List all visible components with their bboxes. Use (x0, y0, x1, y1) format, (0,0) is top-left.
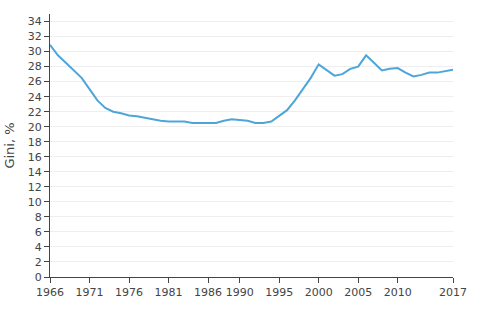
svg-text:8: 8 (35, 211, 42, 224)
svg-text:1981: 1981 (155, 286, 183, 299)
svg-text:2: 2 (35, 256, 42, 269)
svg-text:1995: 1995 (265, 286, 293, 299)
svg-text:14: 14 (28, 166, 42, 179)
svg-text:2010: 2010 (384, 286, 412, 299)
svg-text:2005: 2005 (344, 286, 372, 299)
svg-text:0: 0 (35, 271, 42, 284)
svg-text:18: 18 (28, 136, 42, 149)
svg-text:6: 6 (35, 226, 42, 239)
svg-text:Gini, %: Gini, % (2, 122, 17, 168)
svg-text:1966: 1966 (36, 286, 64, 299)
svg-text:24: 24 (28, 91, 42, 104)
svg-text:2000: 2000 (305, 286, 333, 299)
svg-text:16: 16 (28, 151, 42, 164)
svg-text:4: 4 (35, 241, 42, 254)
svg-text:1986: 1986 (194, 286, 222, 299)
svg-text:28: 28 (28, 60, 42, 73)
svg-text:12: 12 (28, 181, 42, 194)
svg-text:20: 20 (28, 121, 42, 134)
svg-text:26: 26 (28, 75, 42, 88)
svg-text:1990: 1990 (226, 286, 254, 299)
svg-text:1971: 1971 (76, 286, 104, 299)
svg-text:10: 10 (28, 196, 42, 209)
svg-text:34: 34 (28, 15, 42, 28)
svg-text:22: 22 (28, 106, 42, 119)
svg-text:32: 32 (28, 30, 42, 43)
svg-text:2017: 2017 (439, 286, 467, 299)
svg-text:1976: 1976 (115, 286, 143, 299)
svg-text:30: 30 (28, 45, 42, 58)
